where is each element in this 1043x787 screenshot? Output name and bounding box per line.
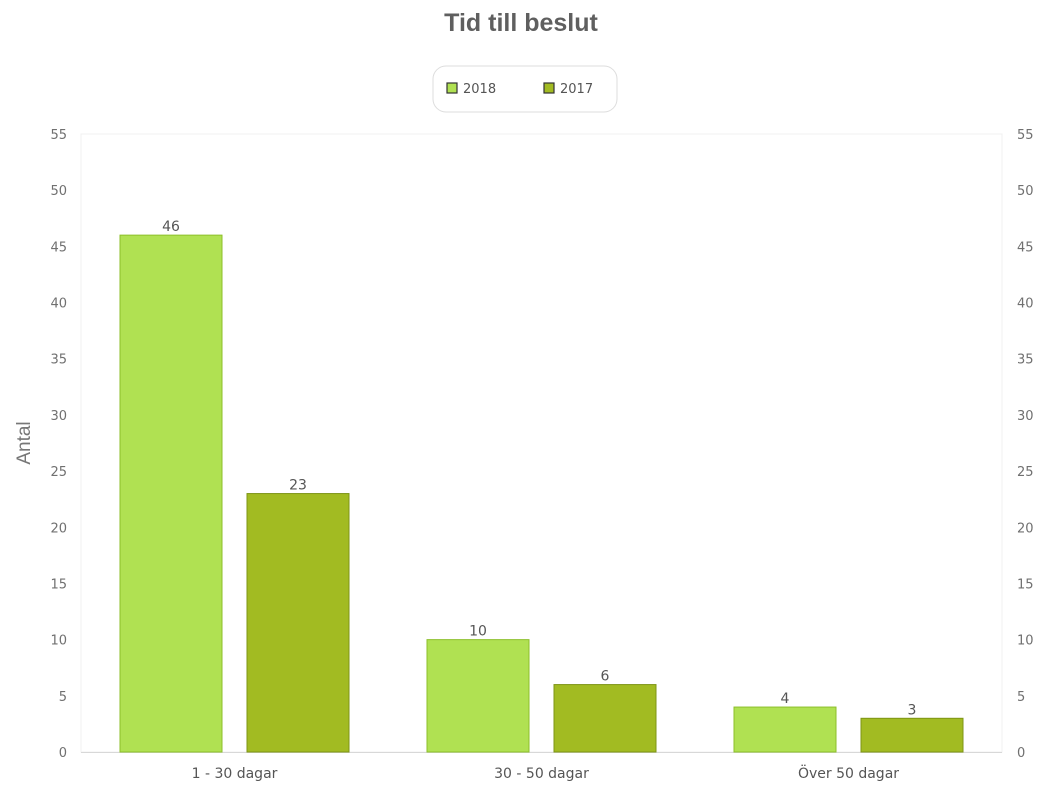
data-label-2018-3: 4 [781, 691, 790, 707]
legend-label-2018: 2018 [463, 82, 496, 97]
y-tick-label-left: 25 [50, 465, 67, 480]
x-tick-label: Över 50 dagar [798, 764, 899, 782]
bar-2018-3 [733, 706, 837, 753]
data-label-2017-3: 3 [908, 702, 917, 718]
bar-2017-1 [246, 493, 350, 753]
data-label-2017-1: 23 [289, 478, 307, 494]
y-tick-label-right: 0 [1017, 746, 1025, 761]
y-tick-label-right: 25 [1017, 465, 1034, 480]
x-tick-label: 1 - 30 dagar [192, 766, 278, 782]
y-tick-label-left: 40 [50, 297, 67, 312]
y-tick-label-right: 35 [1017, 353, 1034, 368]
y-tick-label-left: 55 [50, 128, 67, 143]
y-tick-label-right: 45 [1017, 240, 1034, 255]
y-tick-label-left: 50 [50, 184, 67, 199]
y-tick-label-right: 20 [1017, 521, 1034, 536]
bar-2017-2 [553, 684, 657, 753]
y-tick-label-right: 30 [1017, 409, 1034, 424]
legend-box [432, 65, 618, 113]
legend-swatch-2017 [543, 82, 555, 94]
y-tick-label-right: 50 [1017, 184, 1034, 199]
y-tick-label-left: 10 [50, 634, 67, 649]
legend-label-2017: 2017 [560, 82, 593, 97]
y-tick-label-left: 5 [59, 690, 67, 705]
bar-2017-3 [860, 717, 964, 753]
y-tick-label-left: 30 [50, 409, 67, 424]
y-tick-label-left: 45 [50, 240, 67, 255]
y-tick-label-right: 10 [1017, 634, 1034, 649]
y-tick-label-left: 15 [50, 577, 67, 592]
y-tick-label-right: 40 [1017, 297, 1034, 312]
y-tick-label-right: 5 [1017, 690, 1025, 705]
bar-2018-1 [119, 234, 223, 753]
legend-swatch-2018 [446, 82, 458, 94]
y-tick-label-right: 55 [1017, 128, 1034, 143]
y-tick-label-left: 0 [59, 746, 67, 761]
legend[interactable]: 2018 2017 [432, 65, 618, 113]
y-tick-label-left: 35 [50, 353, 67, 368]
chart-title: Tid till beslut [444, 9, 598, 37]
y-tick-label-right: 15 [1017, 577, 1034, 592]
y-tick-label-left: 20 [50, 521, 67, 536]
data-label-2017-2: 6 [601, 669, 610, 685]
data-label-2018-1: 46 [162, 219, 180, 235]
data-label-2018-2: 10 [469, 624, 487, 640]
bar-2018-2 [426, 639, 530, 753]
x-tick-label: 30 - 50 dagar [494, 766, 589, 782]
y-axis-label: Antal [14, 421, 35, 464]
